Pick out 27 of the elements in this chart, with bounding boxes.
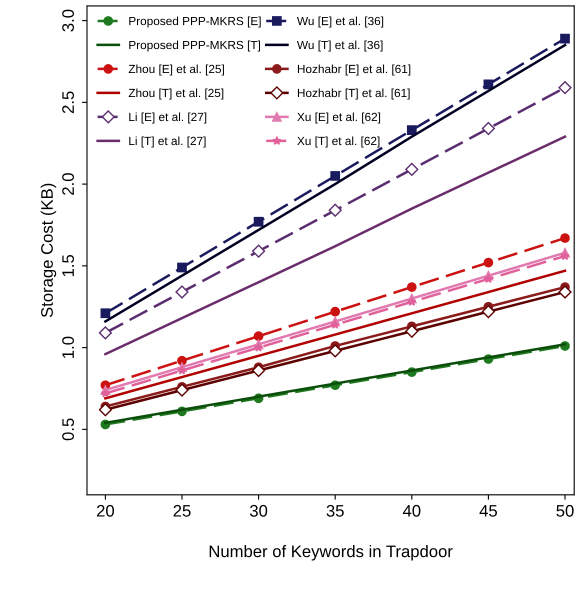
y-tick-label: 1.0 [62,336,74,358]
legend-label: Xu [E] et al. [62] [297,112,380,124]
x-tick-label: 40 [402,504,420,517]
y-tick-label: 0.5 [62,418,74,440]
x-tick-label: 20 [96,504,114,517]
x-tick-label: 35 [326,504,344,517]
y-axis-title: Storage Cost (KB) [40,184,56,318]
legend-label: Wu [T] et al. [36] [296,40,382,52]
y-tick-label: 1.5 [62,254,74,276]
legend-label: Zhou [T] et al. [25] [128,88,224,100]
legend-label: Zhou [E] et al. [25] [128,64,224,76]
x-tick-label: 25 [174,504,191,517]
legend-label: Wu [E] et al. [36] [296,16,384,28]
legend-label: Proposed PPP-MKRS [E] [129,16,261,28]
legend-label: Li [T] et al. [27] [129,136,206,148]
legend-label: Proposed PPP-MKRS [T] [129,40,260,52]
y-tick-label: 2.0 [62,173,74,195]
legend-label: Hozhabr [T] et al. [61] [298,88,410,100]
x-tick-label: 50 [556,504,574,517]
y-tick-label: 3.0 [62,10,74,32]
x-tick-label: 30 [250,504,268,517]
legend-label: Li [E] et al. [27] [129,112,206,124]
legend-label: Xu [T] et al. [62] [297,136,380,148]
legend-label: Hozhabr [E] et al. [61] [298,64,410,76]
x-axis-title: Number of Keywords in Trapdoor [210,545,453,561]
x-tick-label: 45 [480,505,497,517]
y-tick-label: 2.5 [62,91,74,114]
